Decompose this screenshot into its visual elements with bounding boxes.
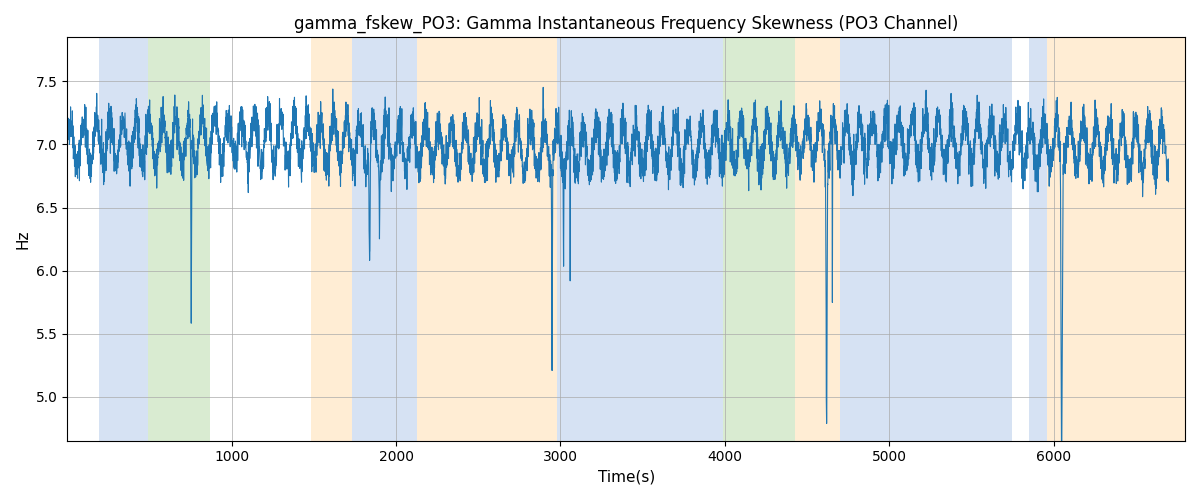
Bar [1028,38,1046,440]
Bar [418,38,557,440]
Bar [703,38,724,440]
Y-axis label: Hz: Hz [16,230,30,249]
Bar [840,38,1013,440]
Bar [311,38,352,440]
Bar [148,38,210,440]
X-axis label: Time(s): Time(s) [598,470,655,485]
Bar [724,38,796,440]
Bar [1046,38,1184,440]
Bar [557,38,703,440]
Bar [796,38,840,440]
Bar [98,38,148,440]
Bar [352,38,418,440]
Title: gamma_fskew_PO3: Gamma Instantaneous Frequency Skewness (PO3 Channel): gamma_fskew_PO3: Gamma Instantaneous Fre… [294,15,959,34]
